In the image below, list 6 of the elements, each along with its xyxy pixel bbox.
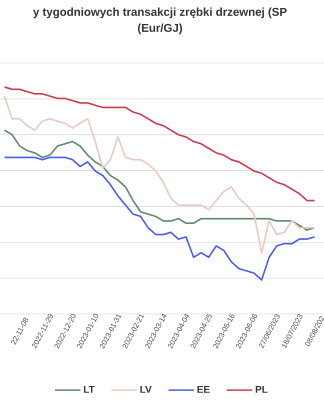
chart-title: y tygodniowych transakcji zrębki drzewnej (SP bbox=[33, 8, 287, 18]
legend-label: EE bbox=[197, 386, 210, 393]
legend-label: PL bbox=[256, 386, 268, 393]
chart-subtitle: (Eur/GJ) bbox=[138, 24, 182, 34]
legend-label: LT bbox=[84, 386, 95, 393]
legend-label: LV bbox=[140, 386, 152, 393]
